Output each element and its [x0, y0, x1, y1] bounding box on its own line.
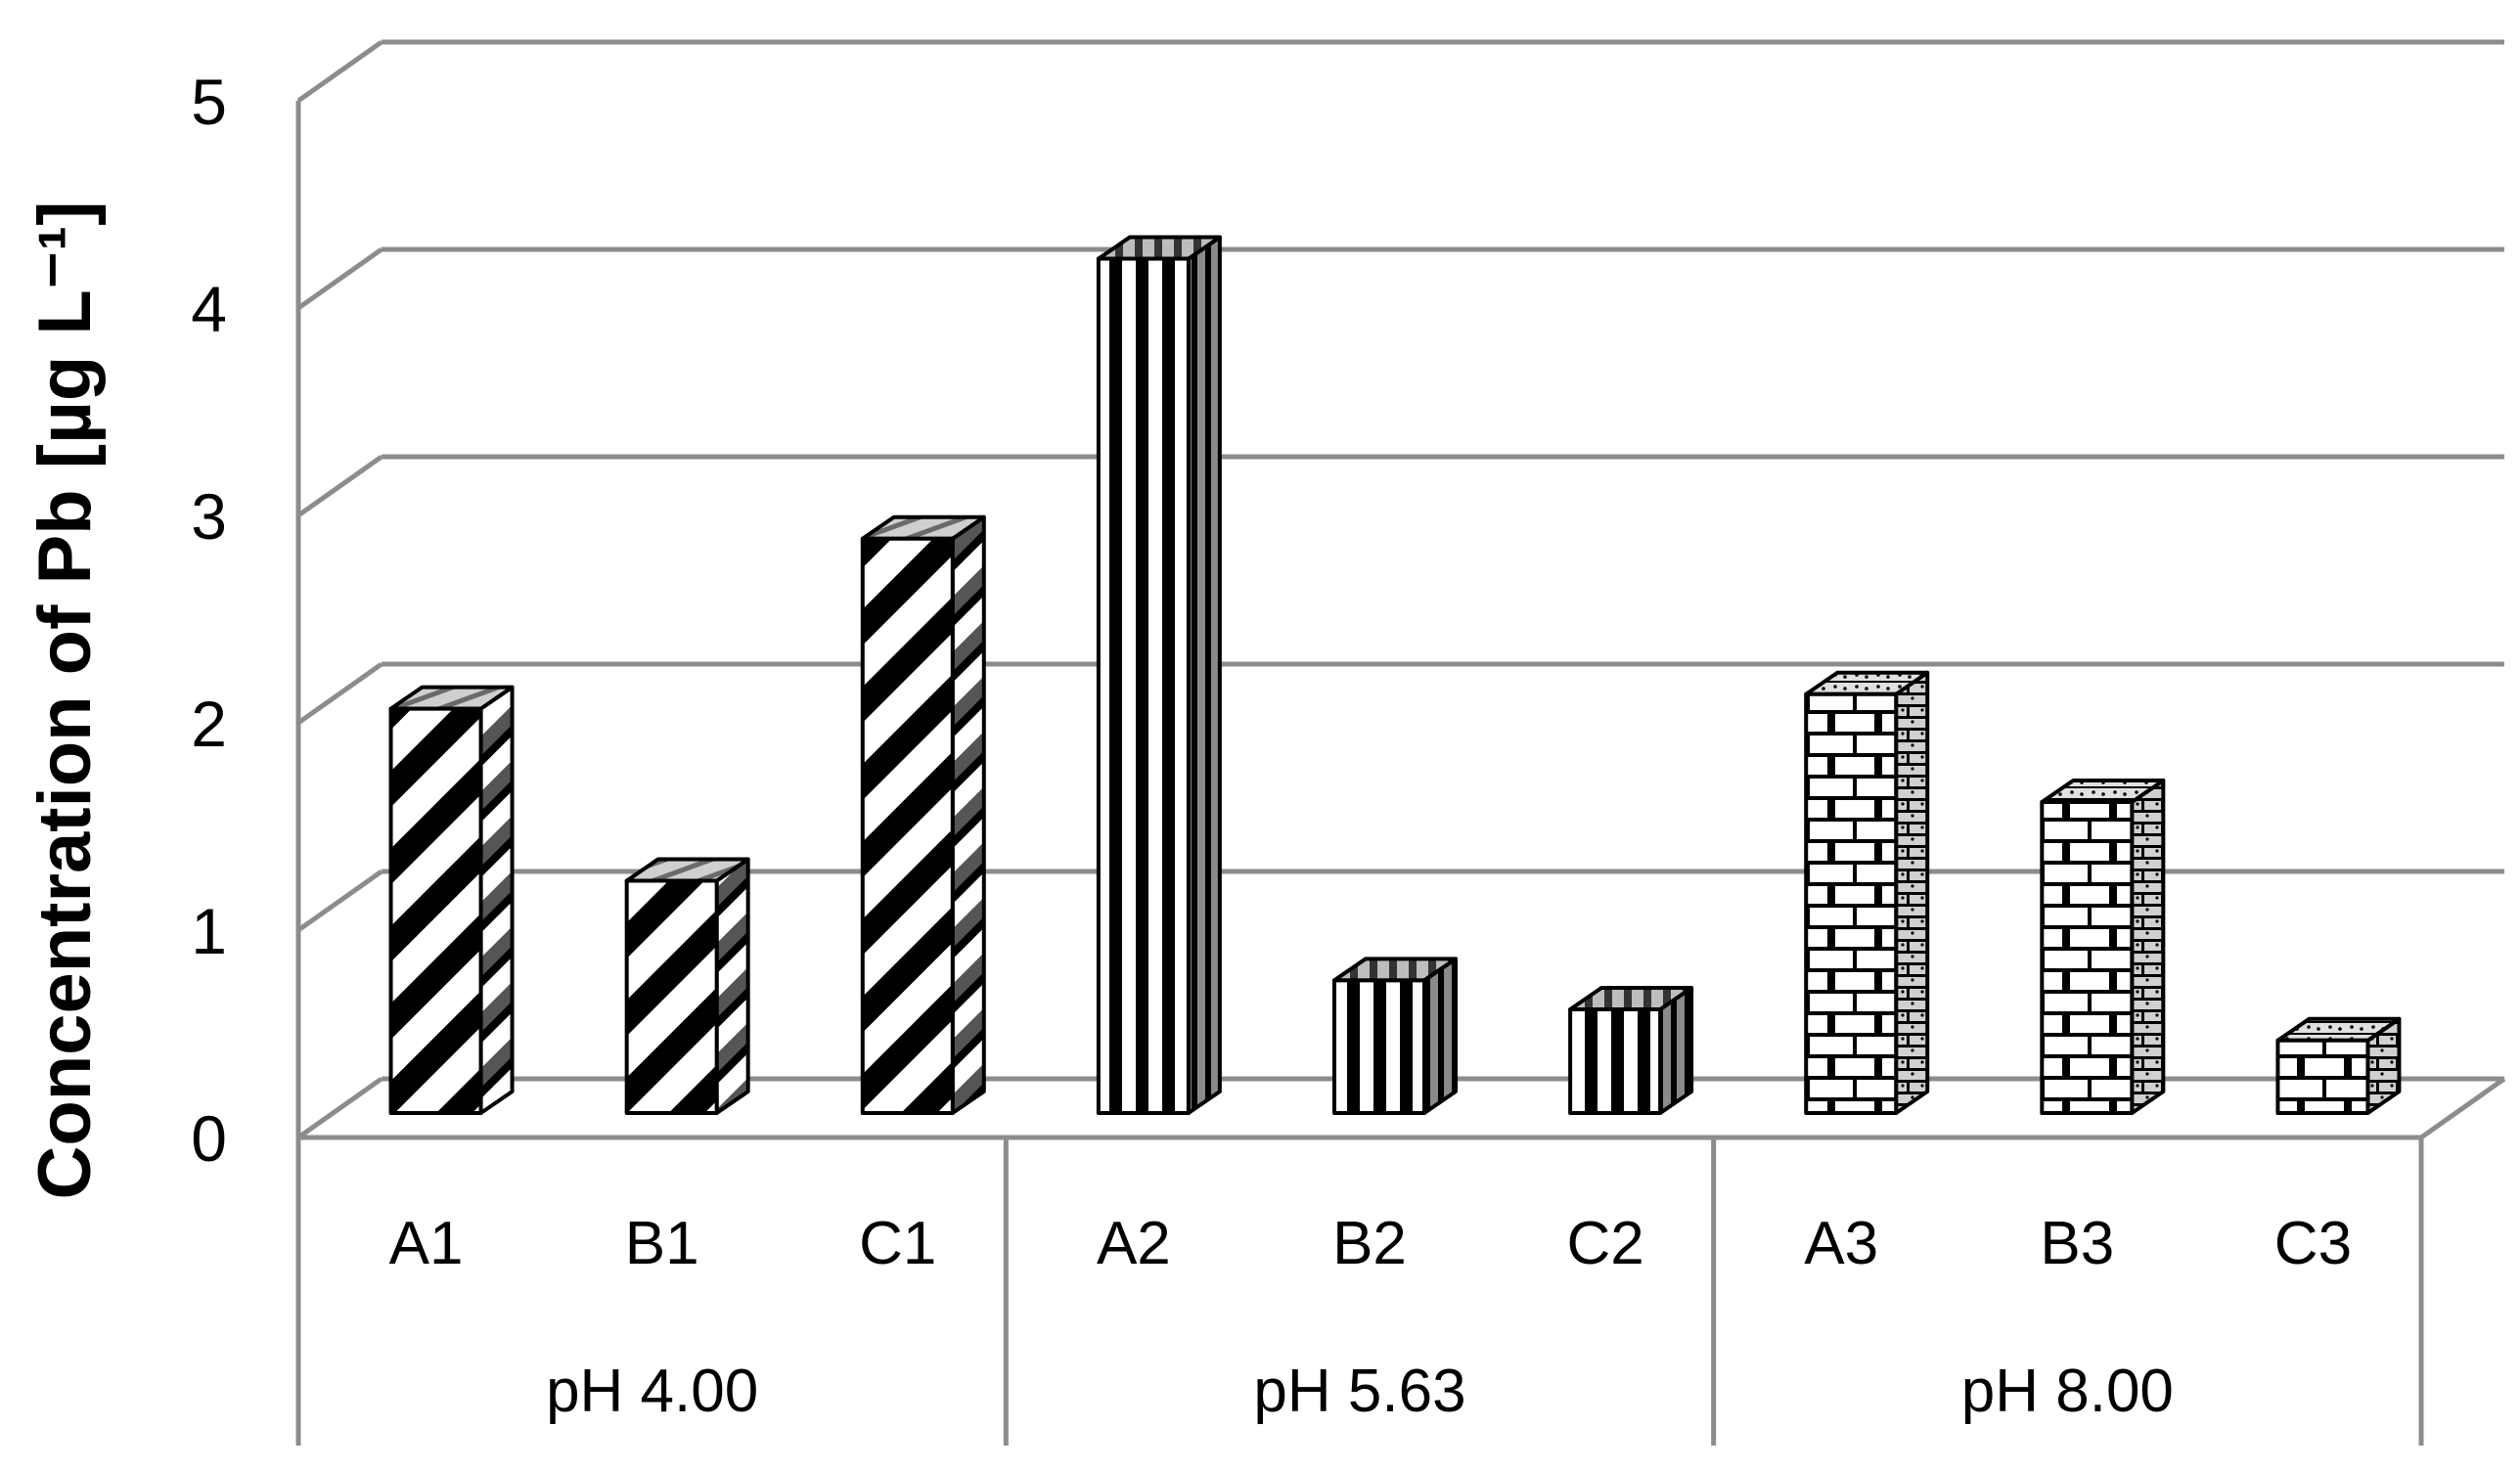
- category-label-A1: A1: [389, 1210, 464, 1277]
- bar-side: [714, 857, 750, 1115]
- bar-C2: [1568, 986, 1694, 1115]
- bar-B1: [624, 857, 750, 1115]
- bar-C3: [2275, 1016, 2402, 1116]
- bar-side: [950, 514, 986, 1115]
- y-tick-label: 0: [191, 1102, 227, 1175]
- bar-front: [388, 706, 483, 1115]
- category-label-A2: A2: [1097, 1210, 1171, 1277]
- bar-A1: [388, 685, 515, 1115]
- group-label: pH 8.00: [1961, 1358, 2174, 1425]
- wall-gridline: [296, 1076, 383, 1140]
- category-label-B2: B2: [1332, 1210, 1407, 1277]
- category-label-C1: C1: [859, 1210, 936, 1277]
- bar-side: [478, 685, 515, 1115]
- bars: [388, 235, 2402, 1116]
- bar-C1: [860, 514, 986, 1115]
- bar-A3: [1804, 670, 1930, 1115]
- chart-frame: [295, 101, 2506, 1446]
- bar-B2: [1332, 957, 1458, 1115]
- wall-gridline: [296, 246, 383, 311]
- floor-right-edge: [2419, 1076, 2506, 1140]
- group-label: pH 4.00: [546, 1358, 758, 1425]
- bar-side: [2130, 779, 2166, 1115]
- bar-front: [2275, 1038, 2370, 1116]
- bar-front: [1568, 1007, 1663, 1115]
- bar-side: [1186, 235, 1222, 1115]
- bar-front: [1332, 978, 1426, 1115]
- y-tick-label: 4: [191, 273, 227, 345]
- y-tick-label: 5: [191, 66, 227, 138]
- bar-front: [1804, 691, 1899, 1115]
- bar-front: [624, 878, 719, 1115]
- category-label-C3: C3: [2274, 1210, 2352, 1277]
- bar-front: [2040, 800, 2135, 1115]
- bar-side: [1894, 670, 1930, 1115]
- wall-gridline: [296, 869, 383, 933]
- wall-gridline: [296, 39, 383, 104]
- bar-front: [1096, 256, 1191, 1115]
- category-label-C2: C2: [1566, 1210, 1643, 1277]
- bar-B3: [2040, 779, 2166, 1115]
- category-label-A3: A3: [1804, 1210, 1878, 1277]
- y-tick-label: 3: [191, 480, 227, 553]
- y-tick-label: 1: [191, 895, 227, 967]
- bar-front: [860, 536, 955, 1115]
- wall-gridline: [296, 454, 383, 518]
- y-axis-label: Concentration of Pb [µg L⁻¹]: [23, 201, 107, 1199]
- bar-side: [1422, 957, 1458, 1115]
- wall-gridline: [296, 661, 383, 726]
- y-axis-ticks: 0 1 2 3 4 5: [191, 66, 227, 1175]
- group-label: pH 5.63: [1253, 1358, 1465, 1425]
- x-axis-categories: A1 B1 C1 pH 4.00 A2 B2 C2 pH 5.63 A3 B3 C3 pH 8.00: [389, 1210, 2352, 1425]
- category-label-B1: B1: [625, 1210, 699, 1277]
- bar-A2: [1096, 235, 1222, 1115]
- category-label-B3: B3: [2040, 1210, 2114, 1277]
- y-tick-label: 2: [191, 688, 227, 760]
